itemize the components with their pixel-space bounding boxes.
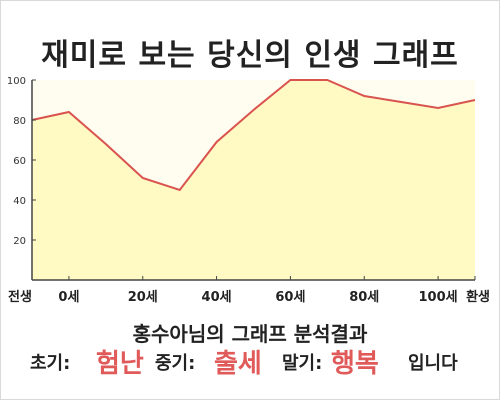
x-tick-label: 40세 <box>202 290 232 305</box>
analysis-summary: 초기: 험난 중기: 출세 말기: 행복 입니다 <box>0 344 500 384</box>
y-tick-label: 20 <box>13 236 26 247</box>
y-tick-label: 100 <box>7 76 26 87</box>
late-label: 말기: <box>282 353 323 374</box>
x-tick-label: 20세 <box>128 290 158 305</box>
x-tick-label: 0세 <box>58 290 79 305</box>
life-area-fill <box>32 80 475 280</box>
mid-value: 출세 <box>214 349 262 379</box>
x-tick-label: 100세 <box>419 290 458 305</box>
early-value: 험난 <box>96 349 144 379</box>
x-tick-label: 80세 <box>349 290 379 305</box>
analysis-title: 홍수아님의 그래프 분석결과 <box>132 322 368 346</box>
y-tick-label: 60 <box>13 156 26 167</box>
late-value: 행복 <box>331 349 379 379</box>
chart-title: 재미로 보는 당신의 인생 그래프 <box>41 38 459 73</box>
x-tick-label: 60세 <box>275 290 305 305</box>
mid-label: 중기: <box>155 353 196 374</box>
early-label: 초기: <box>30 353 71 374</box>
y-tick-label: 40 <box>13 196 26 207</box>
summary-ending: 입니다 <box>408 353 458 374</box>
x-tick-label: 환생 <box>466 289 490 305</box>
x-tick-label: 전생 <box>8 289 32 305</box>
y-tick-label: 80 <box>13 116 26 127</box>
life-line <box>31 79 476 192</box>
